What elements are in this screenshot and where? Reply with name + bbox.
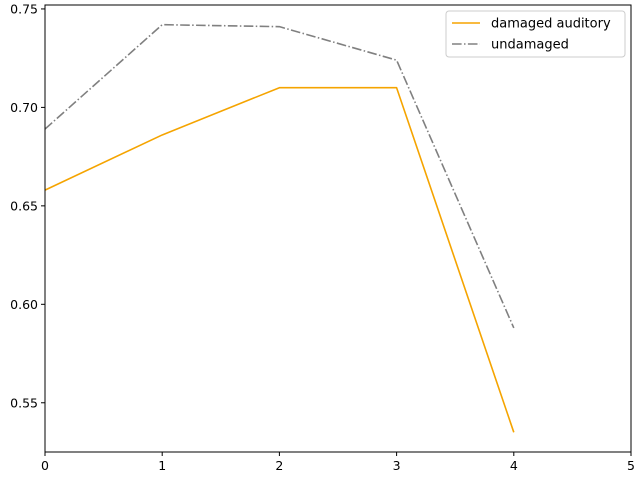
legend-label-0: damaged auditory [491,17,611,32]
plot-frame [44,4,632,453]
x-tick-label: 1 [158,458,166,473]
x-axis: 0 1 2 3 4 5 [41,452,635,473]
y-tick-label: 0.75 [10,1,38,16]
series-line-1 [44,23,515,329]
y-axis: 0.55 0.60 0.65 0.70 0.75 [10,1,45,410]
y-tick-label: 0.70 [10,100,38,115]
y-tick-label: 0.60 [10,297,38,312]
y-tick-label: 0.65 [10,198,38,213]
x-tick-label: 4 [510,458,518,473]
x-tick-label: 2 [275,458,283,473]
series-line-0 [44,86,515,433]
x-tick-label: 5 [627,458,635,473]
y-tick-label: 0.55 [10,395,38,410]
legend-label-1: undamaged [491,38,569,53]
series-layer [44,23,515,433]
x-tick-label: 3 [393,458,401,473]
legend: damaged auditory undamaged [445,10,626,58]
legend-box [445,10,626,58]
x-tick-label: 0 [41,458,49,473]
